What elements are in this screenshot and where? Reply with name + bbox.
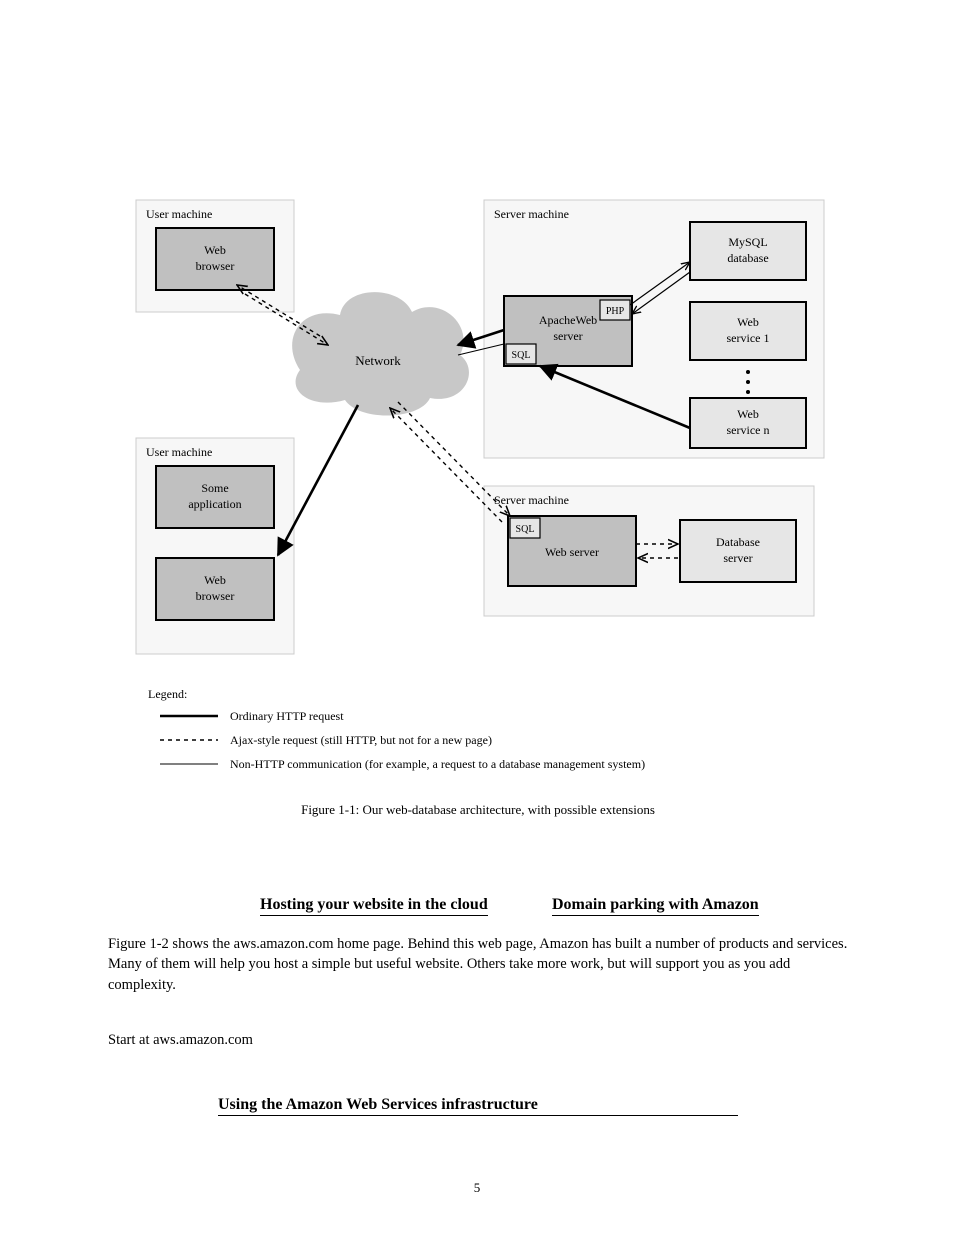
svg-text:Some: Some [201, 481, 228, 495]
svg-text:server: server [723, 551, 752, 565]
svg-text:PHP: PHP [606, 306, 625, 317]
svg-text:Web server: Web server [545, 545, 599, 559]
svg-text:SQL: SQL [512, 350, 531, 361]
svg-text:service n: service n [727, 423, 770, 437]
page-number: 5 [0, 1180, 954, 1196]
svg-text:SQL: SQL [516, 524, 535, 535]
svg-text:Web: Web [204, 573, 226, 587]
legend-title: Legend: [148, 687, 187, 701]
svg-text:MySQL: MySQL [728, 235, 767, 249]
legend-item-2: Ajax-style request (still HTTP, but not … [230, 733, 492, 747]
heading-domain-parking: Domain parking with Amazon [552, 896, 759, 916]
network-cloud: Network [292, 292, 469, 415]
group-title-3: Server machine [494, 207, 569, 221]
paragraph-2: Start at aws.amazon.com [108, 1030, 253, 1050]
svg-text:server: server [553, 329, 582, 343]
figure-caption: Figure 1-1: Our web-database architectur… [108, 802, 848, 818]
group-title: User machine [146, 207, 212, 221]
paragraph-1: Figure 1-2 shows the aws.amazon.com home… [108, 934, 848, 995]
group-title-4: Server machine [494, 493, 569, 507]
svg-text:browser: browser [196, 259, 235, 273]
legend-item-3: Non-HTTP communication (for example, a r… [230, 757, 645, 771]
svg-text:Database: Database [716, 535, 760, 549]
architecture-diagram: User machine Web browser User machine So… [0, 0, 954, 800]
svg-text:database: database [727, 251, 768, 265]
svg-text:ApacheWeb: ApacheWeb [539, 313, 597, 327]
group-title-2: User machine [146, 445, 212, 459]
heading-aws-infrastructure: Using the Amazon Web Services infrastruc… [218, 1096, 738, 1116]
heading-hosting-cloud: Hosting your website in the cloud [260, 896, 488, 916]
svg-text:Web: Web [737, 407, 759, 421]
svg-text:Web: Web [204, 243, 226, 257]
legend-item-1: Ordinary HTTP request [230, 709, 344, 723]
svg-text:application: application [188, 497, 241, 511]
svg-text:Web: Web [737, 315, 759, 329]
svg-text:browser: browser [196, 589, 235, 603]
svg-text:Network: Network [355, 353, 401, 368]
svg-text:service 1: service 1 [727, 331, 770, 345]
